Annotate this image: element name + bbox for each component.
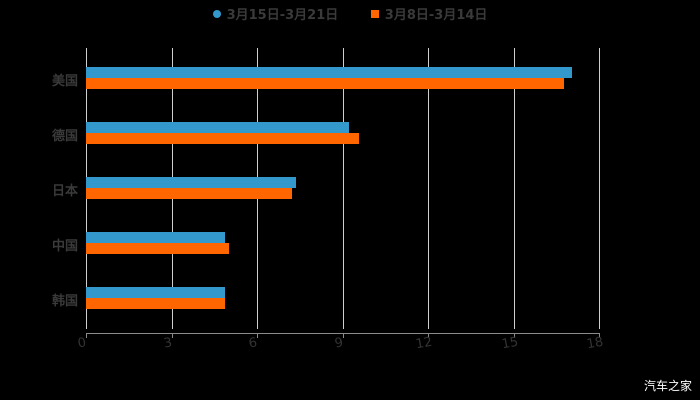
bar-series-2[interactable] xyxy=(86,298,226,309)
x-tick xyxy=(257,333,258,338)
x-tick xyxy=(86,333,87,338)
bar-series-1[interactable] xyxy=(86,122,350,133)
legend-label: 3月15日-3月21日 xyxy=(226,8,339,23)
x-tick xyxy=(599,333,600,338)
gridline xyxy=(513,48,515,329)
x-tick-label: 15 xyxy=(500,334,519,353)
bar-series-1[interactable] xyxy=(86,177,297,188)
chart-legend: 3月15日-3月21日 3月8日-3月14日 xyxy=(0,4,700,23)
x-tick-label: 3 xyxy=(162,335,173,352)
gridline xyxy=(342,48,344,329)
legend-item-series-2[interactable]: 3月8日-3月14日 xyxy=(370,4,488,23)
bar-series-1[interactable] xyxy=(86,287,226,298)
bar-series-1[interactable] xyxy=(86,67,572,78)
x-tick xyxy=(428,333,429,338)
watermark: 汽车之家 xyxy=(643,379,692,393)
bar-series-2[interactable] xyxy=(86,243,230,254)
category-label: 韩国 xyxy=(51,294,78,309)
category-label: 日本 xyxy=(51,184,78,199)
bar-series-2[interactable] xyxy=(86,78,564,89)
x-tick-label: 9 xyxy=(333,335,344,352)
category-label: 德国 xyxy=(51,129,78,144)
x-tick xyxy=(513,333,515,338)
bar-series-2[interactable] xyxy=(86,188,293,199)
category-label: 美国 xyxy=(51,74,78,89)
legend-swatch-square-icon xyxy=(370,9,379,18)
gridline xyxy=(428,48,429,329)
x-tick-label: 18 xyxy=(585,334,605,353)
legend-item-series-1[interactable]: 3月15日-3月21日 xyxy=(212,4,339,23)
x-tick xyxy=(342,333,344,338)
x-tick-label: 12 xyxy=(414,334,434,353)
category-label: 中国 xyxy=(51,239,78,254)
bar-series-2[interactable] xyxy=(86,133,360,144)
bar-series-1[interactable] xyxy=(86,232,226,243)
gridline xyxy=(599,48,600,329)
legend-label: 3月8日-3月14日 xyxy=(384,8,488,23)
legend-swatch-circle-icon xyxy=(212,9,221,18)
x-tick xyxy=(171,333,173,338)
